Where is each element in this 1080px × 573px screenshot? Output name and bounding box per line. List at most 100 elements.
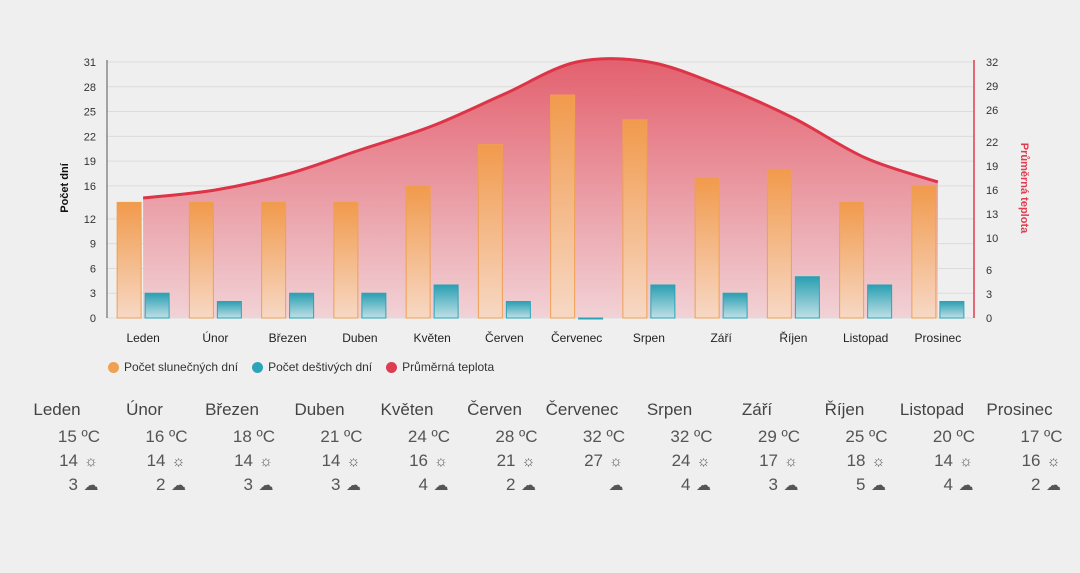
legend-label-rainy: Počet deštivých dní	[268, 360, 373, 374]
bar-rainy[interactable]	[433, 284, 459, 319]
sun-icon: ☼	[696, 453, 711, 470]
bar-rainy[interactable]	[867, 284, 893, 319]
sunny-days-value: 14	[234, 451, 253, 470]
bar-rainy[interactable]	[650, 284, 676, 319]
month-sunny-days: 21 ☼	[452, 449, 538, 473]
bar-sunny[interactable]	[405, 185, 431, 319]
bar-sunny[interactable]	[694, 177, 720, 319]
rainy-days-value: 5	[856, 475, 866, 494]
sun-icon: ☼	[434, 453, 448, 470]
temperature-line	[142, 56, 939, 200]
bar-rainy[interactable]	[578, 317, 604, 320]
bar-sunny[interactable]	[333, 201, 359, 319]
bar-rainy[interactable]	[289, 292, 315, 319]
y2-tick-label: 10	[986, 233, 998, 245]
bar-rainy[interactable]	[505, 300, 531, 319]
month-rainy-days: 3 ☁	[277, 473, 363, 497]
y-tick-label: 19	[84, 156, 96, 168]
temperature-value: 25 ºC	[845, 427, 888, 446]
y-tick-label: 28	[84, 82, 96, 94]
bar-rainy[interactable]	[361, 292, 387, 319]
x-tick-label: Únor	[202, 330, 228, 345]
y-tick-label: 6	[90, 263, 96, 275]
bar-rainy[interactable]	[794, 276, 820, 319]
y-tick-label: 0	[90, 313, 96, 325]
month-temperature: 16 ºC	[102, 425, 188, 449]
y2-tick-label: 13	[986, 209, 998, 221]
y2-tick-label: 26	[986, 105, 998, 117]
rain-cloud-icon: ☁	[1046, 477, 1061, 494]
month-rainy-days: 4 ☁	[364, 473, 450, 497]
y-tick-label: 31	[84, 57, 96, 69]
month-name: Březen	[205, 400, 259, 419]
bar-sunny[interactable]	[839, 201, 865, 319]
rain-cloud-icon: ☁	[958, 477, 974, 494]
y2-tick-label: 0	[986, 313, 992, 325]
bar-sunny[interactable]	[116, 201, 142, 319]
temperature-value: 16 ºC	[145, 427, 188, 446]
x-tick-label: Září	[710, 331, 732, 345]
temperature-value: 17 ºC	[1020, 427, 1063, 446]
rainy-days-value: 3	[331, 475, 341, 494]
sunny-days-value: 14	[146, 451, 166, 470]
x-tick-label: Březen	[269, 331, 307, 345]
sunny-days-value: 21	[496, 451, 516, 470]
month-temperature: 25 ºC	[802, 425, 888, 449]
sunny-days-value: 14	[321, 451, 341, 470]
sunny-days-value: 18	[846, 451, 866, 470]
x-tick-label: Červen	[485, 330, 524, 345]
axis-ticks: 0 3 6 9 12 16 19 22 25 28 31 0 3 6 10 13 16 19 22 26 29 32 Led…	[84, 57, 999, 345]
month-name: Říjen	[824, 400, 865, 419]
y-tick-label: 22	[84, 131, 96, 143]
sun-icon: ☼	[259, 453, 273, 470]
month-sunny-days: 14 ☼	[277, 449, 363, 473]
legend-item-temp[interactable]: Průměrná teplota	[386, 360, 494, 374]
rainy-days-value: 3	[68, 475, 78, 494]
bar-sunny[interactable]	[766, 168, 792, 319]
x-tick-label: Srpen	[633, 331, 665, 345]
legend-item-sunny[interactable]: Počet slunečných dní	[108, 360, 238, 374]
month-rainy-days: 2 ☁	[102, 473, 188, 497]
rainy-days-value: 4	[418, 475, 428, 494]
y-tick-label: 12	[84, 214, 96, 226]
temperature-value: 15 ºC	[57, 427, 100, 446]
bar-sunny[interactable]	[622, 119, 648, 319]
y-tick-label: 3	[90, 288, 96, 300]
bar-rainy[interactable]	[722, 292, 748, 319]
legend-dot-rainy	[252, 361, 264, 373]
rain-cloud-icon: ☁	[83, 477, 99, 494]
temperature-value: 18 ºC	[232, 427, 275, 446]
month-temperature: 28 ºC	[452, 425, 538, 449]
y2-tick-label: 3	[986, 289, 992, 301]
bar-sunny[interactable]	[911, 185, 937, 319]
month-rainy-days: ☁	[539, 473, 625, 497]
bar-rainy[interactable]	[216, 300, 242, 319]
sun-icon: ☼	[609, 453, 623, 470]
y2-tick-label: 6	[986, 265, 992, 277]
month-temperature: 29 ºC	[714, 425, 800, 449]
rainy-days-value: 2	[1031, 475, 1041, 494]
bar-rainy[interactable]	[939, 300, 965, 319]
bar-sunny[interactable]	[477, 144, 503, 319]
temperature-value: 28 ºC	[495, 427, 538, 446]
month-summary: Listopad 20 ºC 14 ☼ 4 ☁	[889, 400, 975, 497]
sunny-days-value: 14	[934, 451, 953, 470]
month-summary: Březen 18 ºC 14 ☼ 3 ☁	[189, 400, 275, 497]
y-tick-label: 16	[84, 181, 96, 193]
rainy-days-value: 4	[943, 475, 953, 494]
month-rainy-days: 4 ☁	[889, 473, 975, 497]
rain-cloud-icon: ☁	[433, 477, 449, 494]
month-sunny-days: 18 ☼	[802, 449, 888, 473]
y-tick-label: 9	[90, 239, 96, 251]
bar-rainy[interactable]	[144, 292, 170, 319]
month-name: Září	[741, 400, 773, 419]
temperature-value: 32 ºC	[670, 427, 713, 446]
legend-item-rainy[interactable]: Počet deštivých dní	[252, 360, 372, 374]
bar-sunny[interactable]	[550, 94, 576, 319]
bar-sunny[interactable]	[188, 201, 214, 319]
month-name: Prosinec	[986, 400, 1053, 419]
month-summary: Leden 15 ºC 14 ☼ 3 ☁	[14, 400, 100, 497]
sun-icon: ☼	[84, 453, 98, 470]
month-sunny-days: 14 ☼	[889, 449, 975, 473]
bar-sunny[interactable]	[261, 201, 287, 319]
